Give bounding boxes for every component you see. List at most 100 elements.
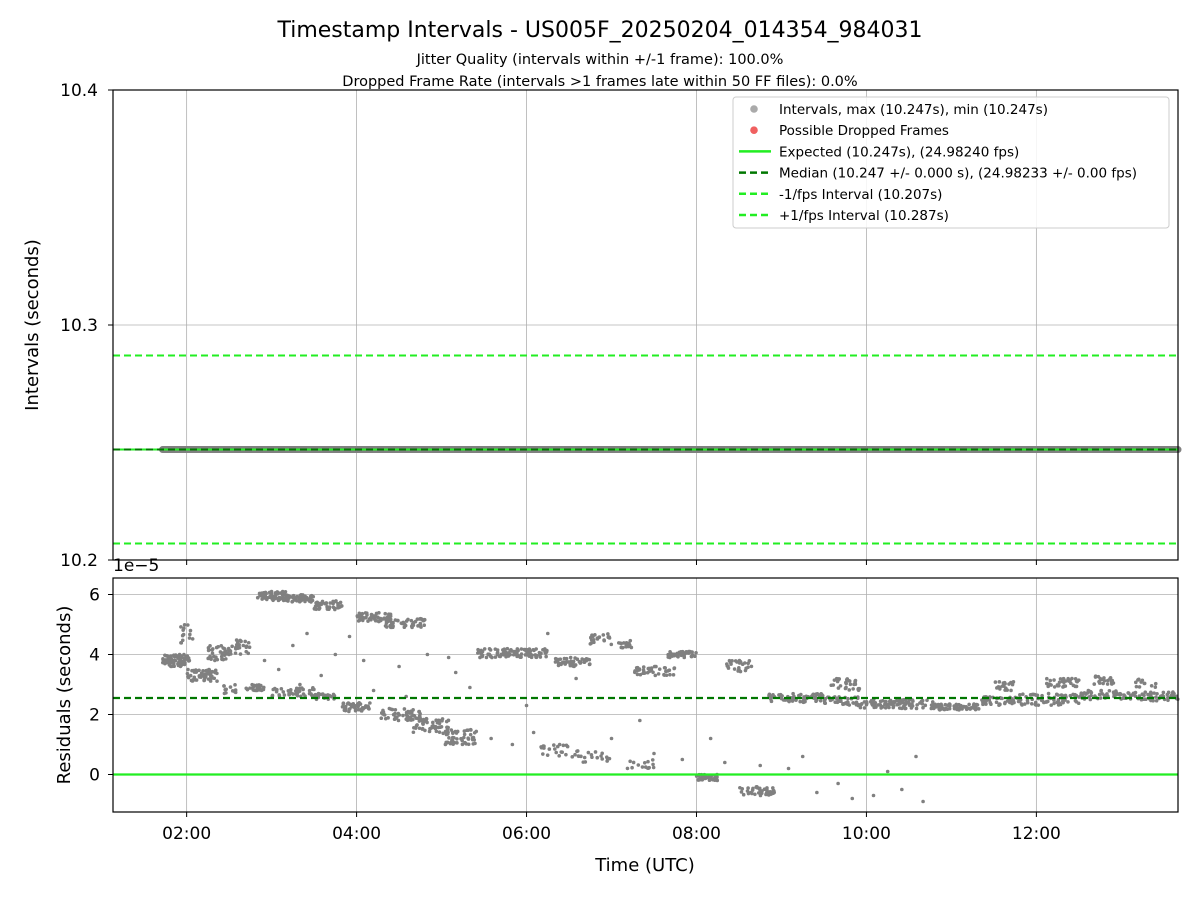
residuals-y-ticks: 0 2 4 6	[89, 586, 113, 786]
residual-point-1790	[1166, 698, 1170, 703]
residual-point-844	[501, 653, 506, 657]
residual-point-73	[186, 656, 191, 660]
residual-point-1095	[565, 744, 570, 749]
residual-point-187	[207, 648, 211, 652]
residuals-y-axis-label: Residuals (seconds)	[54, 606, 75, 785]
residual-point-1357	[823, 701, 828, 705]
residual-point-1121	[605, 759, 609, 763]
residual-point-1393	[851, 687, 855, 691]
residual-point-746	[438, 725, 442, 730]
residual-point-697	[397, 713, 402, 717]
residual-point-396	[331, 605, 336, 610]
residual-point-1593	[1009, 688, 1013, 693]
residual-point-720	[427, 729, 432, 734]
residual-point-1392	[847, 688, 852, 692]
residual-point-1174	[709, 776, 714, 781]
residual-point-1007	[635, 672, 640, 677]
residual-point-647	[406, 617, 410, 622]
residual-point-1235	[764, 792, 768, 797]
residual-point-1860	[361, 658, 366, 663]
residual-point-145	[186, 667, 190, 672]
chart-subtitle-dropped: Dropped Frame Rate (intervals >1 frames …	[342, 74, 857, 90]
residual-point-1248	[750, 791, 754, 796]
residual-point-1189	[733, 659, 738, 663]
residual-point-1837	[1161, 690, 1166, 695]
residual-point-146	[209, 670, 214, 674]
residual-point-1641	[1025, 698, 1030, 703]
residual-point-1588	[1011, 698, 1016, 703]
residual-point-1071	[679, 649, 683, 654]
residual-point-1009	[668, 672, 672, 677]
residual-point-1344	[854, 700, 859, 705]
residual-point-1036	[646, 666, 651, 671]
residual-point-377	[309, 599, 313, 603]
residual-point-460	[307, 691, 312, 696]
residual-point-344	[306, 597, 311, 601]
residual-point-1847	[1133, 680, 1138, 685]
residual-point-415	[323, 601, 327, 606]
residual-point-1879	[800, 754, 805, 759]
residual-point-226	[222, 691, 227, 696]
residual-point-74	[174, 654, 179, 659]
residual-point-1077	[686, 649, 691, 654]
residual-point-629	[384, 621, 389, 625]
residual-point-200	[244, 649, 249, 654]
residual-point-747	[434, 729, 439, 734]
residual-point-1476	[881, 705, 885, 709]
residual-point-1864	[453, 670, 458, 675]
residual-point-959	[560, 661, 565, 665]
legend-box	[732, 96, 1170, 229]
residual-point-1042	[656, 672, 661, 676]
residual-point-319	[268, 595, 272, 600]
residual-point-153	[206, 671, 211, 675]
residual-point-1877	[758, 763, 763, 768]
residual-point-1385	[844, 680, 848, 685]
residual-point-583	[388, 613, 392, 618]
residual-point-1832	[1128, 693, 1133, 698]
intervals-y-ticks: 10.2 10.3 10.4	[60, 81, 113, 571]
residual-point-1083	[676, 654, 680, 659]
residual-point-1608	[1002, 680, 1007, 685]
x-tick-label-4: 10:00	[842, 824, 891, 844]
intervals-y-tick-label-1: 10.3	[60, 316, 98, 336]
residual-point-943	[566, 660, 570, 664]
residual-point-81	[179, 641, 184, 645]
legend-label-2: Expected (10.247s), (24.98240 fps)	[779, 144, 1019, 160]
residual-point-692	[391, 712, 396, 717]
residual-point-650	[422, 618, 427, 622]
residual-point-1848	[1137, 685, 1142, 689]
residual-point-1419	[903, 702, 907, 707]
residual-point-210	[243, 639, 248, 644]
residual-point-694	[381, 710, 386, 714]
residual-point-1829	[1166, 690, 1171, 695]
legend-label-1: Possible Dropped Frames	[779, 123, 949, 139]
residual-point-1139	[642, 760, 647, 765]
residual-point-1853	[276, 667, 281, 672]
residual-point-741	[424, 716, 429, 721]
residual-point-147	[192, 677, 196, 681]
residual-point-1587	[984, 702, 988, 706]
residual-point-1081	[689, 654, 694, 659]
intervals-y-tick-label-2: 10.4	[60, 81, 98, 101]
residual-point-1490	[920, 701, 925, 706]
residual-point-1754	[1087, 695, 1091, 699]
residual-point-980	[606, 632, 610, 636]
residual-point-1209	[739, 790, 744, 794]
residuals-plot-frame	[112, 577, 1179, 813]
residual-point-1171	[712, 776, 717, 781]
residual-point-93	[188, 632, 192, 637]
residual-point-149	[197, 674, 202, 678]
residual-point-1293	[799, 692, 803, 697]
residual-point-465	[286, 688, 291, 693]
residual-point-1546	[964, 704, 968, 709]
residual-point-693	[405, 718, 410, 723]
residual-point-1859	[347, 634, 352, 639]
residual-point-1136	[651, 762, 655, 767]
residual-point-1674	[1049, 703, 1054, 707]
residual-point-1313	[777, 693, 781, 697]
residual-point-139	[202, 678, 207, 682]
residual-point-1734	[1098, 696, 1103, 700]
residual-point-192	[210, 651, 215, 656]
residual-point-1707	[1045, 676, 1049, 681]
residual-point-1767	[1096, 674, 1101, 679]
